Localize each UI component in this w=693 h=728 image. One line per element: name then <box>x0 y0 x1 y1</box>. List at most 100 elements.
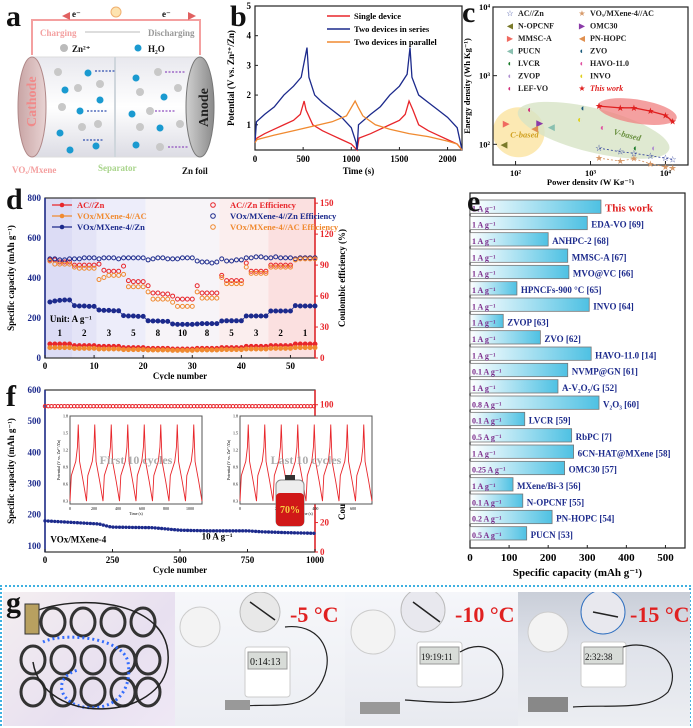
bar-name-label: ANHPC-2 [68] <box>552 236 609 246</box>
bar <box>469 346 592 361</box>
legend-label: ZVOP <box>518 72 540 81</box>
point-vox-mxene-4-ac <box>170 347 176 353</box>
point-vox-mxene-4-zn-efficiency <box>140 255 146 261</box>
point-vox-mxene-4-zn <box>175 321 181 327</box>
point-capacity <box>46 519 50 523</box>
point-vox-mxene-4-ac-efficiency <box>297 256 303 262</box>
x-tick-label: 250 <box>106 555 120 565</box>
x-tick-label: 10² <box>510 168 522 178</box>
point-capacity <box>159 526 164 531</box>
point-capacity <box>43 519 47 523</box>
inset-y-tick: 0.3 <box>63 499 68 504</box>
y-axis-label: Specific capacity (mAh g⁻¹) <box>6 418 16 524</box>
point-ac-zn-efficiency <box>199 290 205 296</box>
x-tick-label: 10⁴ <box>660 168 672 178</box>
point-vox-mxene-4-zn <box>219 318 225 324</box>
point-vox-mxene-4-zn <box>130 313 136 319</box>
point-vox-mxene-4-ac <box>263 346 269 352</box>
legend-marker: ★ <box>578 84 585 93</box>
panel-c: c C-based V-based 10² 10³ 10⁴ 10² 10³ 10⁴ Power … <box>460 0 693 187</box>
inset-x-tick: 0 <box>239 506 241 511</box>
point-ac-zn: ☆ <box>646 151 654 161</box>
point-vox-mxene-4-ac <box>189 347 195 353</box>
point-vox-mxene-4-zn <box>189 321 195 327</box>
point-capacity <box>88 521 93 526</box>
point-vox-mxene-4-ac-efficiency <box>283 264 289 270</box>
inset-x-label: Time (s) <box>299 511 313 516</box>
y2-tick-label: 90 <box>320 260 330 270</box>
point-vox-mxene-4-zn-efficiency <box>258 254 264 260</box>
point-capacity <box>143 525 148 530</box>
point-capacity <box>137 525 141 530</box>
legend-marker: ◐ <box>580 59 585 68</box>
point-ac-zn-efficiency <box>140 279 146 285</box>
inset-y-tick: 1.5 <box>233 431 238 436</box>
anode-material-label: Zn foil <box>182 166 208 176</box>
point-vox-mxene-4-ac <box>219 347 225 353</box>
bar-rate-label: 0.5 A g⁻¹ <box>472 531 502 540</box>
point-capacity <box>179 528 183 532</box>
point-vox-mxene-4-ac-efficiency <box>233 281 239 287</box>
point-capacity <box>134 525 138 530</box>
legend-label: N-OPCNF <box>518 22 554 31</box>
inset-x-tick: 400 <box>115 506 121 511</box>
point-vox-mxene-4-zn <box>155 318 161 324</box>
legend-marker: ◐ <box>508 59 513 68</box>
point-capacity <box>114 525 118 529</box>
point-capacity <box>302 531 306 535</box>
point-vox-mxene-4-ac <box>214 347 220 353</box>
point-this-work: ★ <box>616 103 624 113</box>
point-vox-mxene-4-ac <box>116 346 122 352</box>
point-ac-zn-efficiency <box>67 259 73 265</box>
point-vox-mxene-4-zn <box>62 297 68 303</box>
y-tick-label: 2 <box>247 90 252 100</box>
point-vox-mxene-4-zn <box>224 318 230 324</box>
point-vox-mxene-4-ac-efficiency <box>145 289 151 295</box>
point-ac-zn-efficiency <box>184 296 190 302</box>
point-capacity <box>286 530 290 535</box>
water-molecules <box>56 69 168 154</box>
point-vox-mxene-4-ac-efficiency <box>175 303 181 309</box>
bar-name-label: HAVO-11.0 [14] <box>595 350 656 360</box>
chart-e-capacity-comparison: 1 A g⁻¹ This work 1 A g⁻¹ EDA-VO [69] 1 A g⁻… <box>467 192 686 579</box>
inset-curve <box>239 424 373 502</box>
legend-label: LVCR <box>518 59 540 68</box>
point-ac-zn-efficiency <box>150 290 156 296</box>
point-vox-mxene-4-zn <box>57 297 63 303</box>
point-vox-mxene-4-zn-efficiency <box>273 254 279 260</box>
point-vox-mxene-4-ac <box>312 345 318 351</box>
inset-x-label: Time (s) <box>129 511 143 516</box>
panel-label-f: f <box>6 380 16 413</box>
point-vox-mxene-4-zn <box>145 318 151 324</box>
point-capacity <box>312 531 316 535</box>
point-vox-mxene-4-ac <box>292 345 298 351</box>
inset-title: Last 10 cycles <box>271 453 342 467</box>
point-vox-mxene-4-zn-efficiency <box>76 256 82 262</box>
bar-name-label: RbPC [7] <box>576 432 612 442</box>
x-tick-label: 750 <box>241 555 255 565</box>
point-vox-mxene-4-ac-efficiency <box>248 270 254 276</box>
y-tick-label: 4 <box>247 31 252 41</box>
point-vox-mxene-4-zn <box>248 313 254 319</box>
point-ac-zn-efficiency <box>165 291 171 297</box>
point-capacity <box>250 529 255 533</box>
point-vox-mxene-4-zn-efficiency <box>189 255 195 261</box>
point-vox-mxene-4-ac-efficiency <box>106 272 112 278</box>
legend-label: PN-HOPC <box>590 34 627 43</box>
point-ac-zn-efficiency <box>224 278 230 284</box>
point-vox-mxene-4-ac-efficiency <box>243 264 249 270</box>
point-vox-mxene-4-zn-efficiency <box>160 255 166 261</box>
rate-label: 1 <box>303 328 308 338</box>
point-ac-zn-efficiency <box>273 262 279 268</box>
point-vox-mxene-4-zn-efficiency <box>248 255 254 261</box>
timer-reading-3: 2:32:38 <box>585 652 613 662</box>
point-capacity <box>56 519 60 524</box>
point-vox-mxene-4-ac <box>184 347 190 353</box>
bar <box>469 281 518 296</box>
timer-reading-2: 19:19:11 <box>421 652 453 662</box>
point-vox-mxene-4-zn <box>165 318 171 324</box>
bar <box>469 444 574 459</box>
point-vox-mxene-4-zn <box>111 308 117 314</box>
point-vox-mxene-4-ac <box>67 345 73 351</box>
x-tick-label: 20 <box>139 361 149 371</box>
